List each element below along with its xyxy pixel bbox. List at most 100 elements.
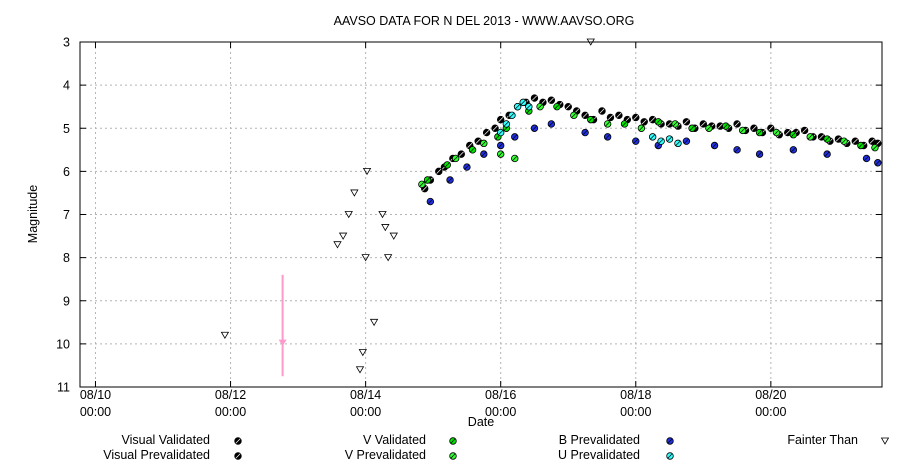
x-tick-label-time: 00:00 — [620, 405, 651, 419]
data-point — [637, 124, 646, 132]
data-point — [378, 211, 387, 219]
series-fainter-than — [220, 38, 595, 374]
data-point — [443, 161, 451, 169]
data-point — [362, 167, 372, 176]
data-point — [648, 133, 657, 141]
data-point — [358, 349, 368, 357]
data-point — [823, 150, 831, 158]
data-point — [789, 131, 798, 139]
data-point — [570, 111, 578, 120]
data-point — [862, 154, 871, 163]
legend-label: U Prevalidated — [558, 448, 640, 462]
data-point — [581, 128, 589, 137]
data-point — [361, 254, 370, 262]
legend-label: B Prevalidated — [559, 433, 640, 447]
labels-layer: AAVSO DATA FOR N DEL 2013 - WWW.AAVSO.OR… — [26, 14, 634, 429]
data-point — [581, 111, 589, 120]
data-point — [603, 133, 612, 141]
data-point — [789, 146, 798, 154]
data-layer — [220, 38, 882, 377]
legend-marker — [234, 452, 242, 460]
data-point — [840, 137, 848, 145]
legend-marker — [449, 437, 457, 445]
x-tick-label-time: 00:00 — [215, 405, 246, 419]
data-point — [654, 118, 662, 126]
data-point — [710, 141, 719, 150]
series-visual-prevalidated — [426, 98, 882, 184]
grid-layer — [80, 42, 882, 387]
data-point — [800, 126, 809, 135]
data-point — [603, 120, 612, 128]
data-point — [496, 150, 505, 158]
data-point — [435, 167, 443, 176]
legend-item-v-validated: V Validated — [363, 433, 457, 447]
data-point — [598, 107, 606, 115]
x-tick-label-date: 08/14 — [350, 388, 381, 402]
data-point — [733, 120, 741, 128]
data-point — [446, 176, 454, 184]
data-point — [716, 122, 724, 130]
data-point — [733, 146, 741, 154]
legend-marker — [234, 437, 242, 445]
legend-marker — [449, 452, 457, 460]
data-point — [530, 94, 539, 102]
legend-item-visual-validated: Visual Validated — [122, 433, 242, 447]
data-point — [606, 113, 615, 122]
data-point — [632, 137, 640, 145]
data-point — [682, 137, 691, 145]
legend-item-visual-prevalidated: Visual Prevalidated — [103, 448, 242, 462]
legend-marker — [666, 452, 674, 460]
data-point — [823, 135, 831, 143]
data-point — [480, 139, 488, 148]
x-tick-label-date: 08/18 — [620, 388, 651, 402]
data-point — [688, 124, 696, 132]
data-point — [496, 115, 505, 124]
data-point — [426, 197, 435, 206]
data-point — [333, 241, 342, 249]
data-point — [648, 115, 657, 124]
data-point — [457, 150, 466, 158]
legend-label: Visual Validated — [122, 433, 211, 447]
data-point — [220, 331, 230, 340]
legend-marker — [880, 437, 890, 445]
data-point — [564, 102, 572, 111]
data-point — [536, 102, 544, 111]
data-point — [344, 211, 353, 219]
data-point — [851, 137, 859, 145]
data-point — [338, 232, 348, 240]
y-axis-label: Magnitude — [26, 185, 40, 243]
data-point — [511, 133, 519, 141]
y-tick-label: 7 — [63, 208, 70, 222]
y-tick-label: 3 — [63, 36, 70, 50]
data-point — [750, 124, 758, 132]
data-point — [463, 163, 471, 171]
legend-label: Visual Prevalidated — [103, 448, 210, 462]
legend-label: V Validated — [363, 433, 426, 447]
data-point — [767, 124, 775, 132]
data-point — [857, 141, 865, 150]
data-point — [423, 176, 432, 184]
pink-arrow-marker — [278, 274, 287, 377]
x-tick-label-time: 00:00 — [485, 405, 516, 419]
legend-item-u-prevalidated: U Prevalidated — [558, 448, 674, 462]
data-point — [699, 120, 708, 128]
legend-item-b-prevalidated: B Prevalidated — [559, 433, 674, 447]
y-tick-label: 9 — [63, 294, 70, 308]
x-tick-label-date: 08/12 — [215, 388, 246, 402]
data-point — [705, 124, 713, 132]
chart-title: AAVSO DATA FOR N DEL 2013 - WWW.AAVSO.OR… — [334, 14, 635, 28]
series-visual-validated — [421, 94, 876, 193]
data-point — [389, 232, 398, 240]
y-tick-label: 4 — [63, 79, 70, 93]
data-point — [674, 139, 682, 148]
y-tick-label: 11 — [57, 381, 70, 395]
data-point — [755, 128, 764, 137]
data-point — [525, 102, 533, 111]
x-tick-label-time: 00:00 — [350, 405, 381, 419]
data-point — [451, 154, 460, 163]
data-point — [722, 122, 730, 130]
data-point — [615, 111, 623, 120]
legend-label: Fainter Than — [787, 433, 858, 447]
data-point — [739, 126, 747, 135]
